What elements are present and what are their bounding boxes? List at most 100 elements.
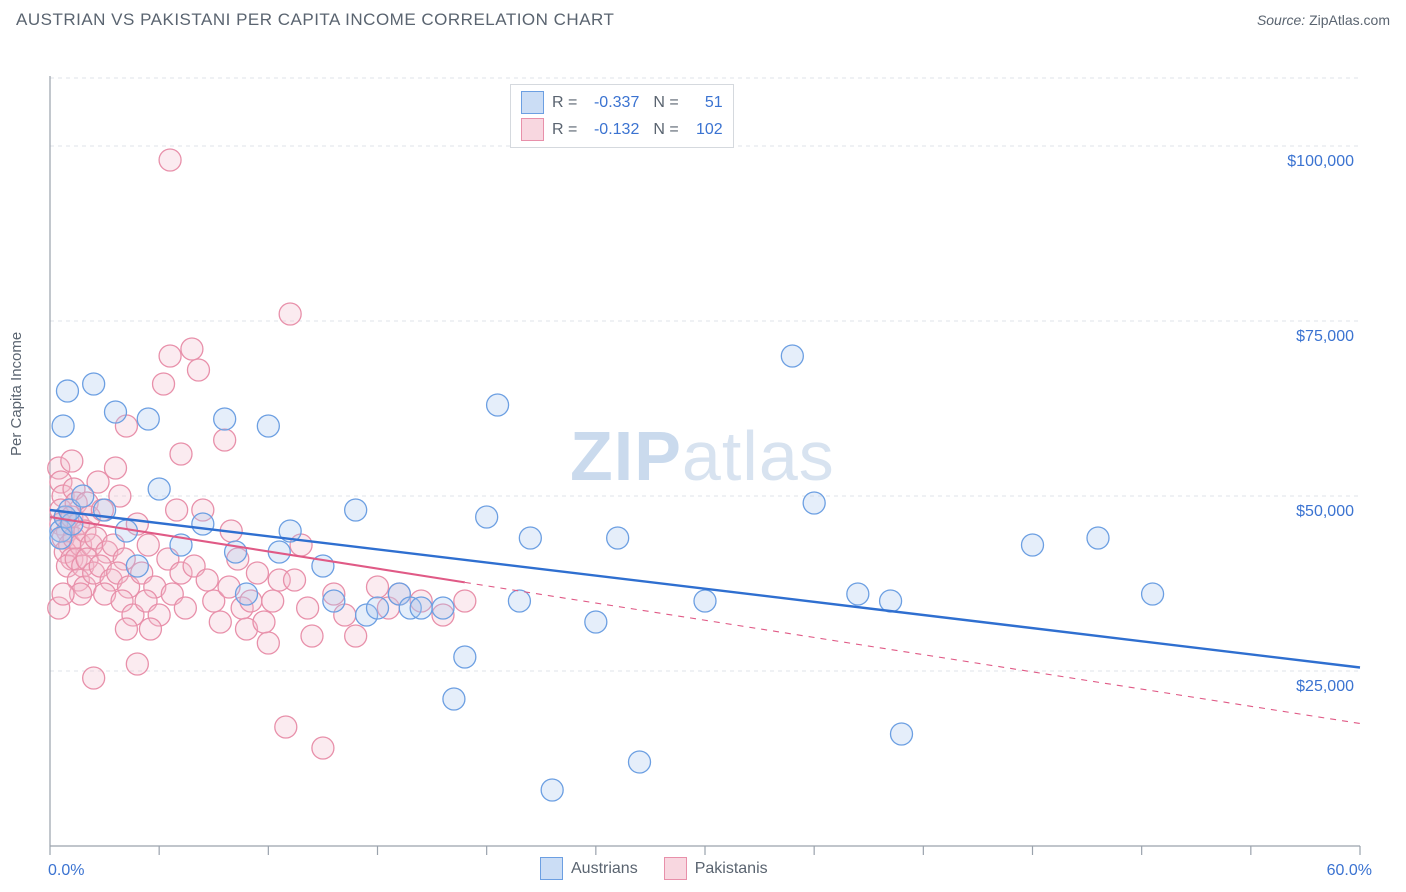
scatter-point	[1022, 534, 1044, 556]
scatter-point	[166, 499, 188, 521]
y-tick-label: $75,000	[1296, 328, 1354, 345]
scatter-point	[541, 779, 563, 801]
scatter-point	[279, 303, 301, 325]
scatter-point	[181, 338, 203, 360]
scatter-point	[52, 415, 74, 437]
scatter-point	[72, 485, 94, 507]
scatter-point	[585, 611, 607, 633]
scatter-point	[236, 583, 258, 605]
scatter-point	[159, 345, 181, 367]
scatter-point	[607, 527, 629, 549]
stats-row: R = -0.132 N = 102	[521, 116, 723, 143]
source-label: Source:	[1257, 12, 1305, 28]
scatter-point	[174, 597, 196, 619]
legend-item: Austrians	[540, 857, 638, 880]
scatter-point	[187, 359, 209, 381]
scatter-point	[284, 569, 306, 591]
scatter-point	[83, 667, 105, 689]
y-axis-label: Per Capita Income	[8, 332, 25, 456]
scatter-point	[847, 583, 869, 605]
x-axis-min-label: 0.0%	[48, 862, 84, 880]
series-legend: Austrians Pakistanis	[540, 857, 768, 880]
scatter-point	[159, 149, 181, 171]
scatter-point	[52, 583, 74, 605]
scatter-point	[105, 401, 127, 423]
r-value: -0.132	[585, 121, 639, 139]
scatter-point	[694, 590, 716, 612]
chart-title: AUSTRIAN VS PAKISTANI PER CAPITA INCOME …	[16, 10, 614, 30]
scatter-point	[105, 457, 127, 479]
scatter-point	[137, 534, 159, 556]
legend-swatch	[664, 857, 687, 880]
legend-label: Austrians	[571, 860, 638, 878]
scatter-point	[410, 597, 432, 619]
scatter-point	[312, 737, 334, 759]
scatter-point	[301, 625, 323, 647]
scatter-point	[214, 408, 236, 430]
legend-swatch	[521, 91, 544, 114]
scatter-point	[253, 611, 275, 633]
legend-swatch	[521, 118, 544, 141]
scatter-point	[454, 646, 476, 668]
n-value: 51	[687, 94, 723, 112]
scatter-point	[323, 590, 345, 612]
n-value: 102	[687, 121, 723, 139]
scatter-point	[192, 513, 214, 535]
scatter-point	[196, 569, 218, 591]
scatter-point	[56, 380, 78, 402]
scatter-point	[61, 450, 83, 472]
scatter-point	[126, 555, 148, 577]
scatter-point	[629, 751, 651, 773]
scatter-point	[1087, 527, 1109, 549]
chart-header: AUSTRIAN VS PAKISTANI PER CAPITA INCOME …	[0, 0, 1406, 36]
scatter-point	[432, 597, 454, 619]
scatter-point	[345, 499, 367, 521]
legend-label: Pakistanis	[695, 860, 768, 878]
scatter-point	[345, 625, 367, 647]
scatter-point	[126, 653, 148, 675]
trend-line-dashed	[465, 582, 1360, 723]
scatter-point	[148, 478, 170, 500]
scatter-point	[454, 590, 476, 612]
scatter-point	[137, 408, 159, 430]
legend-swatch	[540, 857, 563, 880]
scatter-point	[83, 373, 105, 395]
n-label: N =	[653, 94, 678, 112]
y-tick-label: $50,000	[1296, 503, 1354, 520]
scatter-point	[891, 723, 913, 745]
scatter-point	[443, 688, 465, 710]
scatter-point	[519, 527, 541, 549]
stats-row: R =-0.337N =51	[521, 89, 723, 116]
scatter-point	[781, 345, 803, 367]
scatter-point	[115, 618, 137, 640]
scatter-point	[297, 597, 319, 619]
stats-legend: R =-0.337N =51R =-0.132N =102	[510, 84, 734, 148]
chart-source: Source: ZipAtlas.com	[1257, 12, 1390, 28]
scatter-point	[367, 576, 389, 598]
scatter-point	[508, 590, 530, 612]
scatter-point	[209, 611, 231, 633]
scatter-point	[257, 632, 279, 654]
chart-area: Per Capita Income ZIPatlas $25,000$50,00…	[0, 36, 1406, 886]
scatter-point	[275, 716, 297, 738]
scatter-point	[170, 443, 192, 465]
scatter-point	[487, 394, 509, 416]
scatter-point	[214, 429, 236, 451]
scatter-point	[257, 415, 279, 437]
scatter-point	[153, 373, 175, 395]
legend-item: Pakistanis	[664, 857, 768, 880]
scatter-point	[476, 506, 498, 528]
r-label: R =	[552, 121, 577, 139]
scatter-point	[262, 590, 284, 612]
scatter-point	[367, 597, 389, 619]
scatter-point	[1142, 583, 1164, 605]
x-axis-max-label: 60.0%	[1327, 862, 1372, 880]
scatter-point	[139, 618, 161, 640]
scatter-point	[246, 562, 268, 584]
n-label: N =	[653, 121, 678, 139]
scatter-plot: $25,000$50,000$75,000$100,000	[0, 36, 1406, 886]
source-value: ZipAtlas.com	[1309, 12, 1390, 28]
scatter-point	[880, 590, 902, 612]
r-label: R =	[552, 94, 577, 112]
scatter-point	[803, 492, 825, 514]
